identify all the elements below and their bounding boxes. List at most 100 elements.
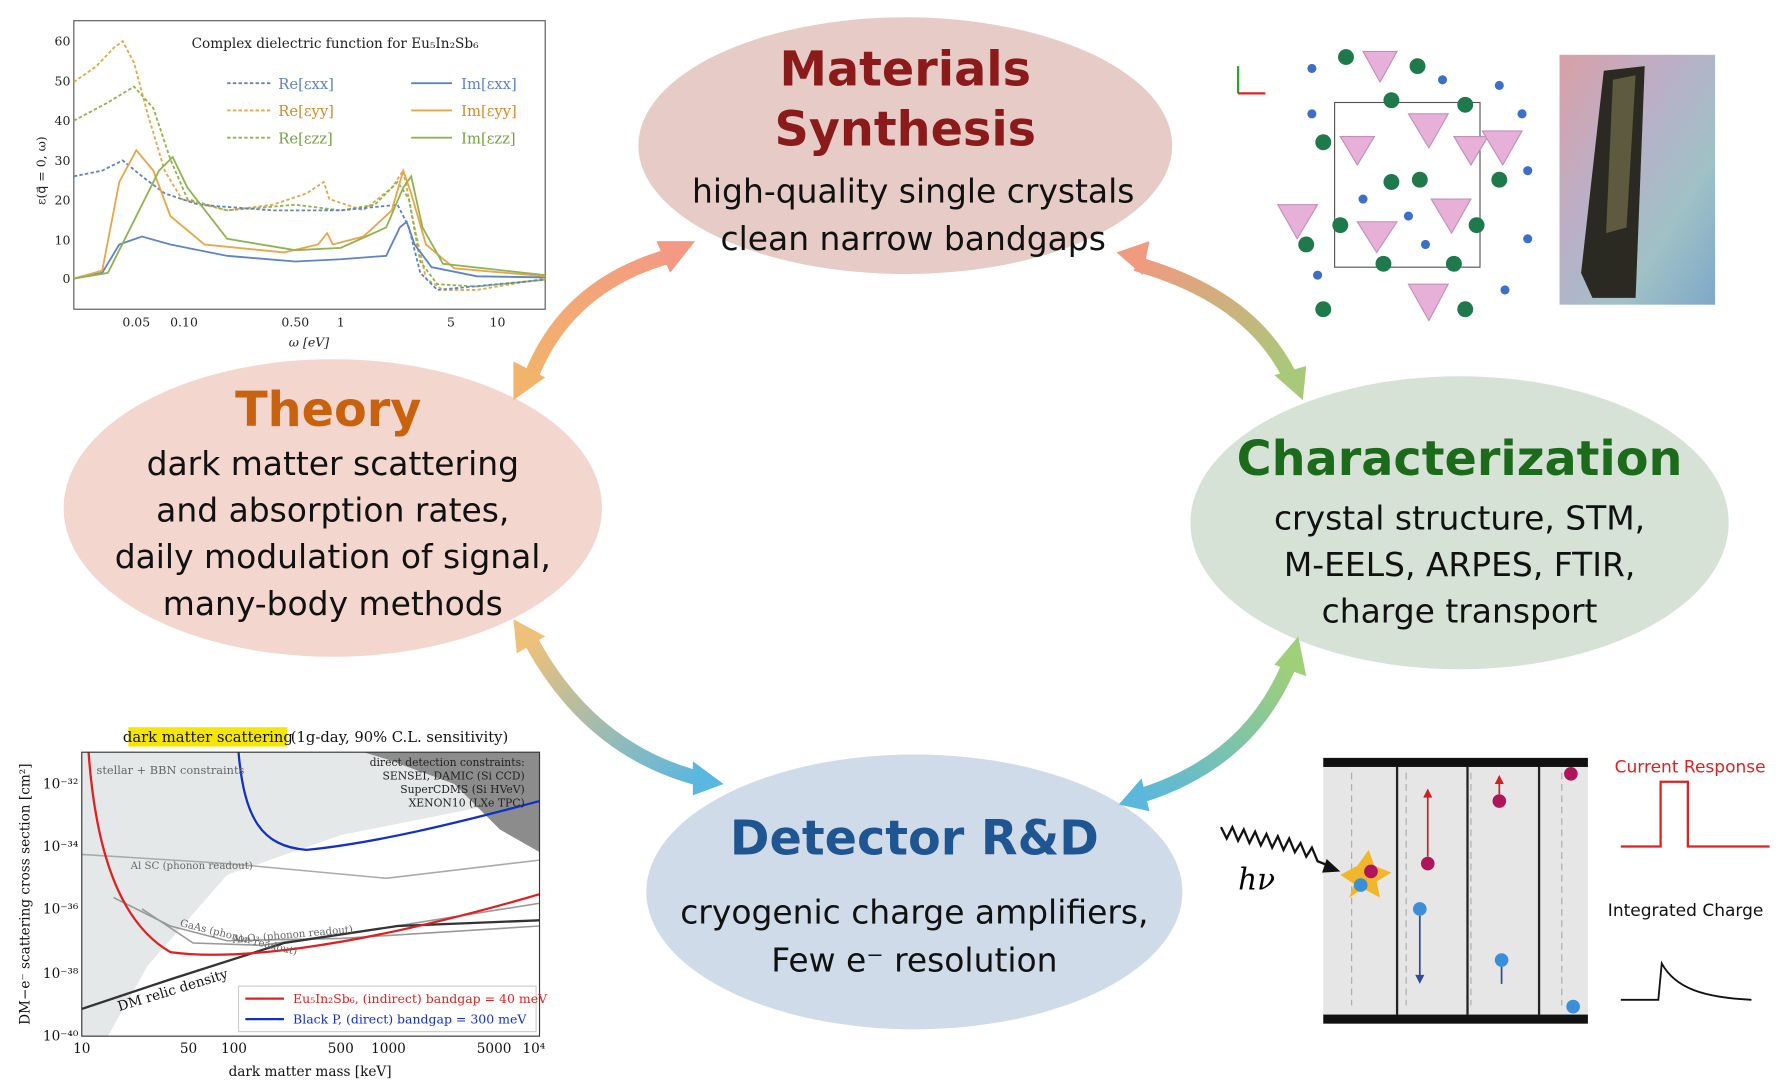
y-tick-label: 10⁻⁴⁰: [43, 1029, 79, 1045]
arrow: [525, 638, 701, 786]
x-axis-label: ω [eV]: [289, 335, 329, 350]
y-tick-label: 10⁻³⁸: [43, 966, 79, 982]
legend-label: Eu₅In₂Sb₆, (indirect) bandgap = 40 meV: [293, 991, 548, 1006]
legend-label: Im[εzz]: [461, 130, 516, 147]
direct-region: [363, 752, 540, 853]
annotation: SENSEI, DAMIC (Si CCD): [382, 769, 524, 782]
curve: [237, 752, 540, 852]
stellar-region: [81, 752, 540, 1037]
annotation: direct detection constraints:: [370, 756, 525, 769]
plot-title: dark matter scattering: [123, 729, 293, 746]
curve: [73, 39, 546, 291]
electrode: [1323, 757, 1588, 767]
arrowhead: [1118, 778, 1150, 812]
charge-trace: [1620, 960, 1752, 1001]
photon-wave: [1220, 824, 1330, 867]
x-tick-label: 0.05: [122, 314, 150, 329]
arrow: [524, 248, 673, 378]
x-tick-label: 0.50: [281, 314, 309, 329]
arrows: [524, 248, 1297, 803]
node-text: high-quality single crystals: [692, 171, 1134, 210]
node-text: cryogenic charge amplifiers,: [680, 893, 1148, 932]
panel-label: Integrated Charge: [1608, 901, 1764, 921]
sensitivity-plot: dark matter scattering (1g-day, 90% C.L.…: [18, 727, 548, 1080]
current-trace: [1620, 780, 1770, 848]
y-axis-label: DM−e⁻ scattering cross section [cm²]: [18, 763, 34, 1024]
detector-node: [646, 754, 1183, 1030]
arrowheads: [513, 241, 1307, 812]
arrowhead: [1116, 241, 1150, 276]
arrow: [1133, 256, 1296, 379]
plot-title: (1g-day, 90% C.L. sensitivity): [291, 729, 508, 746]
node-text: dark matter scattering: [147, 444, 519, 483]
x-tick-label: 10: [73, 1041, 90, 1057]
x-tick-label: 100: [221, 1041, 247, 1057]
node-title: Materials: [779, 42, 1031, 97]
y-tick-label: 10⁻³⁶: [43, 901, 79, 917]
arrowhead: [692, 761, 724, 796]
node-title: Detector R&D: [730, 811, 1099, 866]
characterization-node: [1190, 376, 1729, 670]
curve: [81, 853, 540, 880]
curve: [73, 159, 546, 291]
node-text: clean narrow bandgaps: [721, 219, 1106, 258]
y-tick-label: 40: [55, 113, 71, 128]
x-tick-label: 10: [490, 314, 506, 329]
annotation: SuperCDMS (Si HVeV): [400, 783, 525, 796]
node-text: daily modulation of signal,: [115, 537, 551, 576]
y-tick-label: 60: [55, 34, 71, 49]
legend-label: Black P, (direct) bandgap = 300 meV: [293, 1012, 527, 1027]
x-tick-label: 0.10: [170, 314, 198, 329]
node-text: Few e⁻ resolution: [771, 940, 1057, 979]
detector-body: [1323, 763, 1588, 1020]
curve: [87, 752, 540, 956]
dielectric-plot: 0 10 20 30 40 50 60 0.05 0.10 0.50 1 5 1…: [33, 20, 546, 350]
node-text: crystal structure, STM,: [1274, 499, 1645, 538]
y-tick-label: 10: [55, 232, 71, 247]
curve: [73, 148, 546, 280]
y-tick-label: 20: [55, 193, 71, 208]
legend-label: Re[εyy]: [278, 103, 334, 120]
node-title: Characterization: [1237, 432, 1683, 487]
legend-label: Re[εxx]: [278, 76, 334, 93]
theory-node: [63, 359, 602, 657]
crystal-photo: [1559, 54, 1716, 305]
y-tick-label: 50: [55, 73, 71, 88]
curve: [73, 220, 546, 280]
photon-label: hν: [1238, 863, 1275, 897]
legend-label: Re[εzz]: [278, 130, 333, 147]
annotation: stellar + BBN constraints: [97, 763, 245, 777]
curve: [113, 896, 540, 942]
y-tick-label: 0: [62, 271, 70, 286]
arrowhead: [513, 361, 546, 401]
node-text: charge transport: [1322, 592, 1598, 631]
curve: [73, 155, 546, 280]
node-title: Theory: [235, 383, 421, 438]
arrowhead: [1274, 366, 1307, 401]
node-text: and absorption rates,: [156, 491, 509, 530]
annotation: Al SC (phonon readout): [130, 860, 253, 872]
title-highlight: [128, 727, 288, 747]
x-tick-label: 500: [328, 1041, 354, 1057]
annotation: XENON10 (LXe TPC): [409, 797, 525, 810]
plot-frame: [73, 20, 546, 310]
node-title: Synthesis: [774, 103, 1036, 158]
curve: [141, 902, 540, 947]
arrowhead: [1274, 636, 1307, 677]
x-tick-label: 5000: [477, 1041, 512, 1057]
x-tick-label: 1000: [371, 1041, 406, 1057]
panel-label: Current Response: [1615, 758, 1766, 778]
arrowhead: [656, 241, 696, 273]
x-tick-label: 5: [447, 314, 455, 329]
crystal-structure: [1236, 49, 1533, 322]
legend-box: [237, 985, 537, 1033]
node-text: many-body methods: [163, 584, 503, 623]
curve: [81, 919, 540, 1010]
detector-panel: hν Current Response Integrated Charge: [1220, 757, 1770, 1024]
arrowhead: [513, 619, 546, 654]
y-axis-label: ε(q⃗ = 0, ω): [33, 136, 48, 205]
materials-node: [638, 17, 1173, 275]
x-tick-label: 50: [180, 1041, 197, 1057]
legend-label: Im[εyy]: [461, 103, 517, 120]
